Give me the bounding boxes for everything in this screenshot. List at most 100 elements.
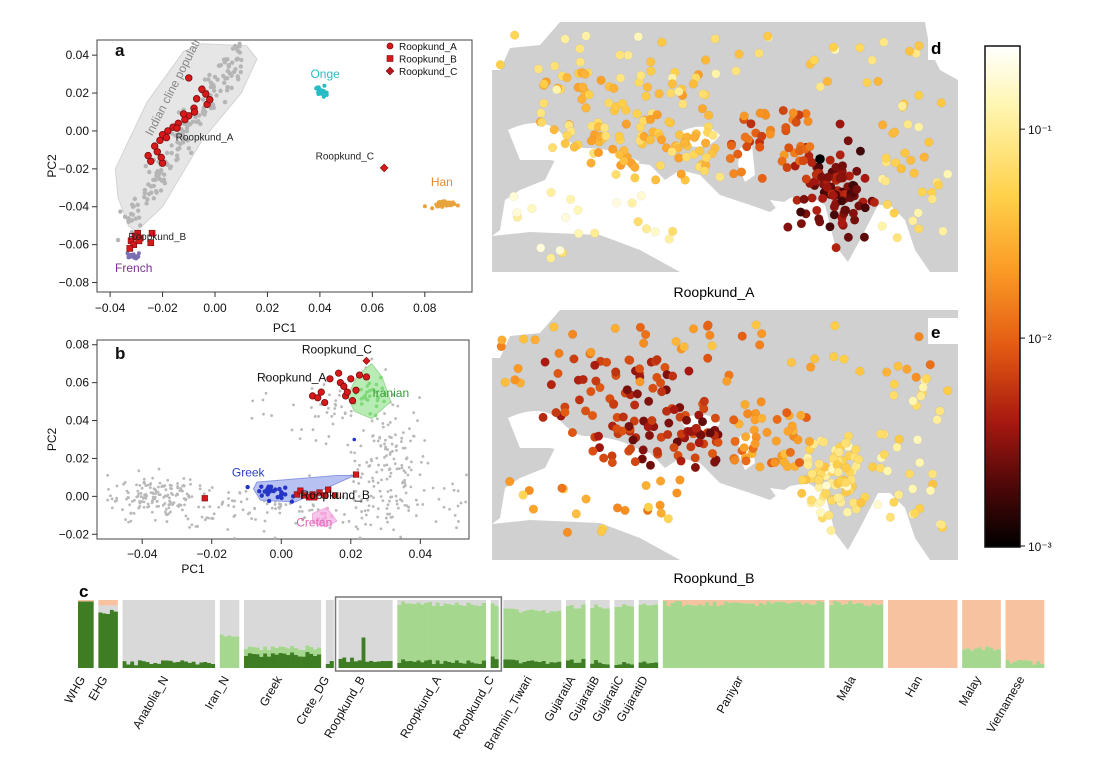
map-sample-point bbox=[640, 329, 651, 340]
background-point bbox=[136, 494, 140, 498]
map-sample-point bbox=[625, 355, 635, 365]
background-point bbox=[319, 403, 323, 406]
background-point bbox=[168, 496, 171, 500]
background-point bbox=[328, 526, 332, 530]
han-point bbox=[435, 204, 440, 209]
cline-point bbox=[161, 177, 167, 183]
y-tick-label: 0.02 bbox=[66, 451, 90, 465]
map-sample-point bbox=[562, 130, 572, 141]
admixture-bar-Greek bbox=[274, 647, 279, 655]
background-point bbox=[310, 508, 314, 512]
background-point bbox=[385, 477, 389, 481]
map-sample-point bbox=[814, 459, 824, 469]
background-point bbox=[370, 357, 374, 361]
map-sample-point bbox=[908, 216, 918, 226]
background-point bbox=[165, 520, 169, 523]
iranian-point bbox=[374, 404, 379, 409]
background-point bbox=[389, 451, 392, 454]
map-sample-point bbox=[737, 331, 747, 341]
map-sample-point bbox=[655, 476, 666, 486]
admixture-bar-Paniyar bbox=[808, 604, 813, 668]
admixture-bar-GujaratiD bbox=[638, 662, 643, 668]
admixture-bar-Roopkund_A bbox=[408, 661, 413, 668]
admixture-bar-Vietnamese bbox=[1036, 661, 1041, 668]
background-point bbox=[405, 456, 409, 460]
admixture-bar-Greek bbox=[263, 600, 268, 647]
map-sample-point bbox=[580, 406, 591, 416]
map-sample-point bbox=[822, 76, 833, 86]
map-sample-point bbox=[700, 138, 711, 148]
admixture-bar-Roopkund_A bbox=[451, 662, 456, 668]
background-point bbox=[442, 486, 446, 490]
background-point bbox=[343, 513, 346, 516]
admixture-bar-Greek bbox=[282, 600, 287, 647]
background-point bbox=[262, 412, 265, 416]
admixture-bar-Malay bbox=[992, 650, 998, 668]
map-sample-point bbox=[734, 49, 744, 59]
admixture-bar-GujaratiB bbox=[594, 660, 599, 668]
map-sample-point bbox=[925, 485, 936, 496]
map-sample-point bbox=[806, 495, 817, 505]
x-tick-label: −0.02 bbox=[147, 301, 178, 315]
greek-point bbox=[245, 484, 250, 490]
background-point bbox=[383, 412, 386, 415]
x-tick-label: 0.04 bbox=[409, 547, 433, 561]
background-point bbox=[437, 497, 441, 501]
admixture-bar-Han bbox=[937, 600, 943, 668]
admixture-bar-Mala bbox=[829, 600, 834, 605]
admixture-bar-GujaratiC bbox=[629, 664, 634, 668]
legend-label-Roopkund_B: Roopkund_B bbox=[399, 55, 457, 66]
cline-point bbox=[133, 216, 138, 221]
admixture-bar-Mala bbox=[848, 601, 853, 668]
admixture-bar-Greek bbox=[317, 654, 322, 668]
map-sample-point bbox=[835, 119, 845, 129]
admixture-bar-Brahmin_Tiwari bbox=[503, 600, 508, 609]
map-sample-point bbox=[722, 376, 732, 386]
background-point bbox=[398, 498, 402, 501]
admixture-bar-Malay bbox=[973, 648, 978, 668]
map-sample-point bbox=[607, 457, 618, 468]
map-sample-point bbox=[527, 203, 537, 214]
map-sample-point bbox=[843, 136, 853, 146]
admixture-bar-Crete_DG bbox=[325, 663, 330, 668]
admixture-bar-Roopkund_A bbox=[397, 662, 402, 668]
map-sample-point bbox=[913, 208, 923, 218]
admixture-bar-WHG bbox=[89, 600, 94, 602]
background-point bbox=[394, 433, 397, 437]
admixture-bar-Roopkund_C bbox=[494, 606, 499, 660]
admixture-bar-Iran_N bbox=[235, 600, 240, 637]
background-point bbox=[388, 512, 392, 516]
admixture-bar-Vietnamese bbox=[1013, 600, 1018, 662]
x-tick-label: 0.04 bbox=[308, 301, 332, 315]
background-point bbox=[325, 411, 329, 414]
background-point bbox=[294, 521, 298, 525]
map-sample-point bbox=[889, 390, 899, 400]
series-Roopkund_A-point bbox=[153, 148, 162, 156]
greek-outlier-point bbox=[352, 437, 357, 442]
admixture-bar-GujaratiA bbox=[581, 658, 586, 668]
background-point bbox=[347, 519, 351, 523]
admixture-bar-GujaratiB bbox=[597, 606, 603, 663]
admixture-bar-Paniyar bbox=[793, 601, 798, 668]
map-sample-point bbox=[900, 148, 910, 158]
admixture-bar-Greek bbox=[247, 653, 252, 668]
panel-letter-a: a bbox=[115, 41, 125, 60]
admixture-bar-Brahmin_Tiwari bbox=[530, 609, 535, 661]
background-point bbox=[250, 517, 254, 521]
map-sample-point bbox=[565, 194, 576, 204]
admixture-bar-Greek bbox=[309, 600, 314, 647]
series-Roopkund_A-point bbox=[157, 153, 165, 162]
cline-point bbox=[202, 77, 208, 82]
background-point bbox=[147, 505, 151, 508]
map-sample-point bbox=[573, 205, 583, 215]
admixture-bar-Paniyar bbox=[785, 600, 790, 604]
map-sample-point bbox=[896, 164, 906, 174]
map-sample-point bbox=[880, 176, 891, 186]
background-point bbox=[416, 419, 419, 423]
map-sample-point bbox=[755, 340, 765, 350]
cline-point bbox=[130, 202, 135, 207]
background-point bbox=[207, 516, 210, 520]
admixture-bar-Paniyar bbox=[732, 600, 737, 603]
background-point bbox=[156, 490, 160, 494]
admixture-bar-Greek bbox=[267, 649, 272, 657]
